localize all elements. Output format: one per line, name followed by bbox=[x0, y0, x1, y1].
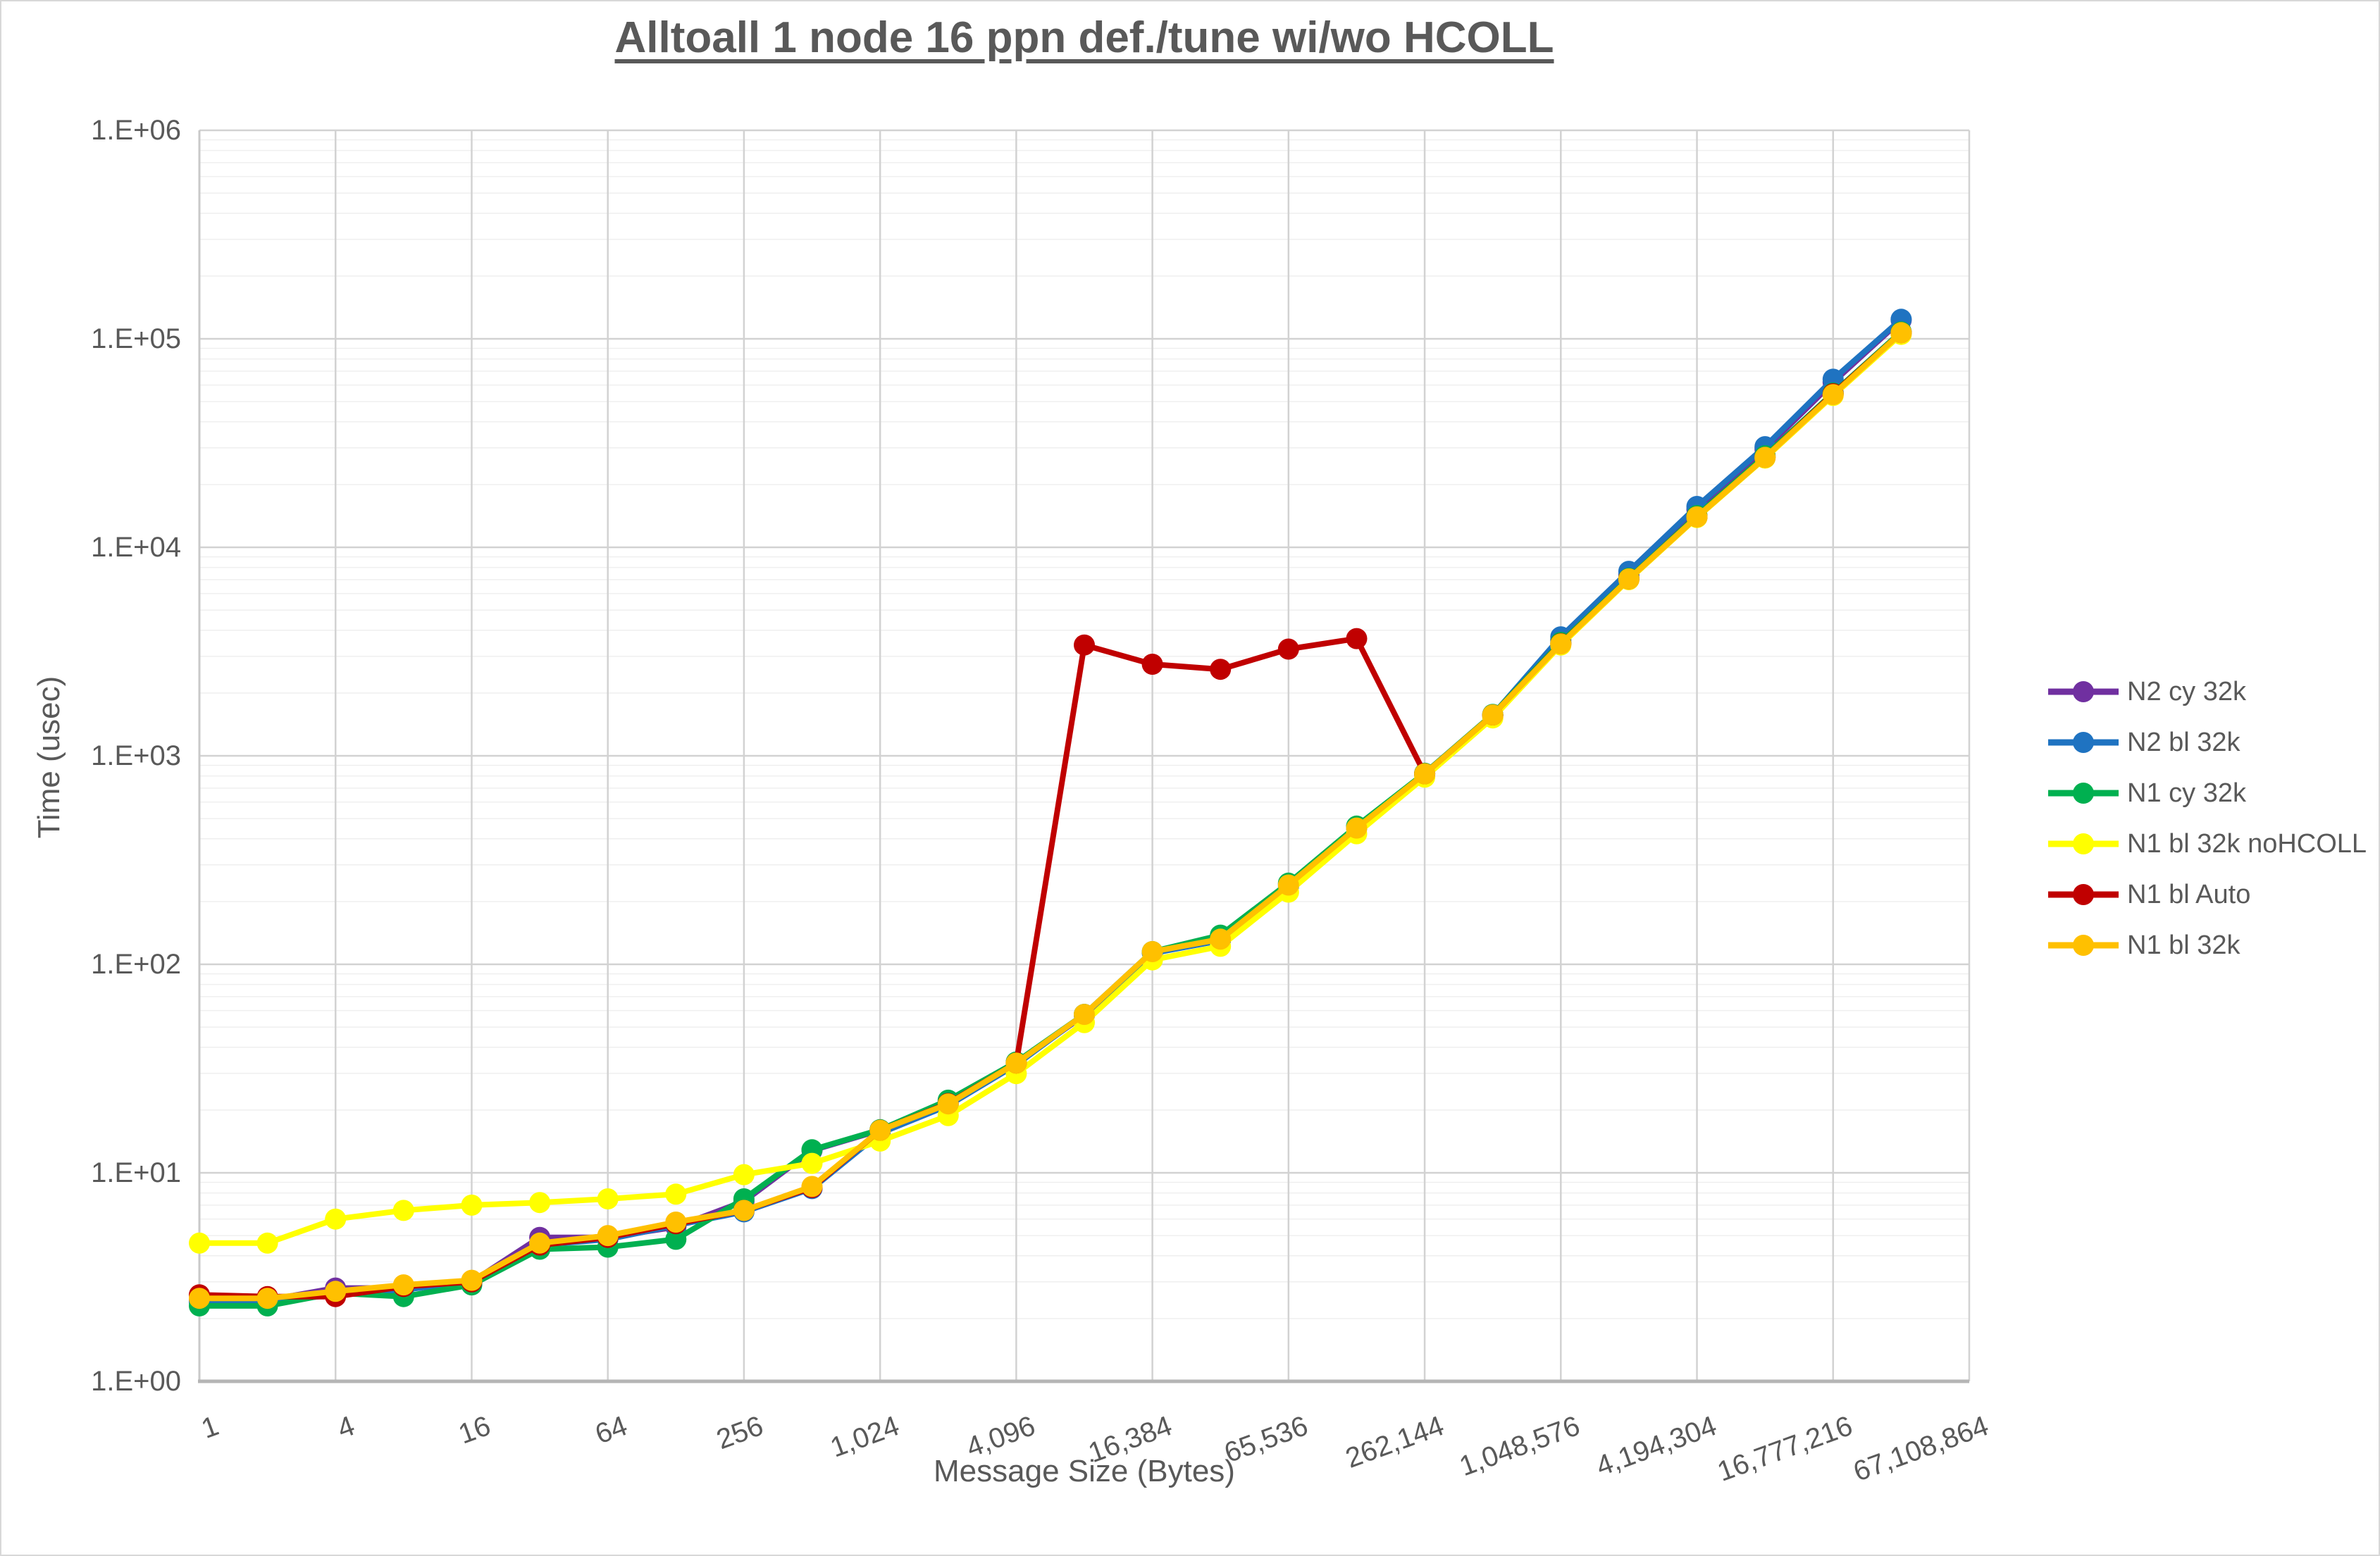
data-point-n1-bl-32k[interactable] bbox=[1822, 384, 1844, 406]
series-line-n2-bl-32k[interactable] bbox=[197, 316, 1904, 1305]
legend-label: N2 bl 32k bbox=[2127, 727, 2240, 757]
data-point-n1-bl-32k[interactable] bbox=[1074, 1004, 1095, 1026]
y-tick-label: 1.E+06 bbox=[91, 115, 181, 146]
series-line-n1-bl-32k[interactable] bbox=[197, 330, 1904, 1302]
data-point-n1-bl-32k[interactable] bbox=[801, 1176, 823, 1197]
legend-marker-icon bbox=[2048, 884, 2119, 905]
data-point-n1-bl-32k-nohcoll[interactable] bbox=[325, 1208, 347, 1230]
legend-item-n2-cy-32k[interactable]: N2 cy 32k bbox=[2048, 666, 2367, 717]
legend-marker-icon bbox=[2048, 833, 2119, 854]
data-point-n1-bl-auto[interactable] bbox=[1210, 659, 1232, 680]
y-tick-label: 1.E+05 bbox=[91, 323, 181, 354]
data-point-n1-bl-32k[interactable] bbox=[1277, 874, 1299, 896]
data-point-n1-bl-32k[interactable] bbox=[461, 1269, 483, 1291]
legend-item-n1-cy-32k[interactable]: N1 cy 32k bbox=[2048, 768, 2367, 819]
chart-legend: N2 cy 32k N2 bl 32k N1 cy 32k N1 bl 32k noH… bbox=[2048, 666, 2367, 971]
y-axis-title: Time (usec) bbox=[32, 676, 66, 839]
data-point-n1-bl-32k-nohcoll[interactable] bbox=[529, 1192, 551, 1214]
data-point-n1-bl-auto[interactable] bbox=[1074, 634, 1095, 656]
data-point-n1-bl-32k-nohcoll[interactable] bbox=[256, 1232, 278, 1254]
data-point-n1-bl-32k[interactable] bbox=[1618, 568, 1640, 590]
data-point-n1-bl-32k-nohcoll[interactable] bbox=[665, 1183, 687, 1205]
series-line-n1-bl-32k-nohcoll[interactable] bbox=[197, 331, 1904, 1246]
data-point-n1-bl-auto[interactable] bbox=[1141, 654, 1163, 675]
data-point-n1-bl-32k-nohcoll[interactable] bbox=[801, 1152, 823, 1174]
data-point-n1-bl-32k[interactable] bbox=[1890, 322, 1912, 344]
data-point-n1-bl-32k[interactable] bbox=[325, 1281, 347, 1302]
legend-marker-icon bbox=[2048, 935, 2119, 956]
data-point-n1-bl-32k[interactable] bbox=[733, 1200, 755, 1221]
data-point-n1-bl-32k[interactable] bbox=[1482, 704, 1504, 726]
data-point-n1-bl-32k[interactable] bbox=[869, 1119, 891, 1141]
data-point-n1-bl-32k-nohcoll[interactable] bbox=[189, 1232, 210, 1254]
data-point-n1-bl-32k[interactable] bbox=[1754, 447, 1776, 468]
legend-marker-icon bbox=[2048, 732, 2119, 753]
data-point-n1-bl-32k-nohcoll[interactable] bbox=[733, 1164, 755, 1185]
legend-label: N1 bl 32k bbox=[2127, 930, 2240, 960]
y-tick-label: 1.E+04 bbox=[91, 532, 181, 563]
series-line-n2-cy-32k[interactable] bbox=[197, 317, 1904, 1303]
data-point-n1-cy-32k[interactable] bbox=[665, 1228, 687, 1250]
data-point-n1-bl-auto[interactable] bbox=[1346, 628, 1368, 649]
data-point-n1-bl-32k[interactable] bbox=[937, 1093, 959, 1115]
data-point-n1-bl-32k[interactable] bbox=[529, 1232, 551, 1254]
legend-item-n1-bl-32k[interactable]: N1 bl 32k bbox=[2048, 920, 2367, 971]
legend-label: N1 bl 32k noHCOLL bbox=[2127, 828, 2367, 859]
y-tick-label: 1.E+03 bbox=[91, 740, 181, 771]
legend-item-n1-bl-32k-nohcoll[interactable]: N1 bl 32k noHCOLL bbox=[2048, 819, 2367, 869]
legend-marker-icon bbox=[2048, 783, 2119, 804]
data-point-n1-bl-auto[interactable] bbox=[1277, 638, 1299, 660]
data-point-n1-bl-32k[interactable] bbox=[1550, 633, 1572, 655]
data-point-n1-bl-32k[interactable] bbox=[1346, 817, 1368, 839]
series-line-n1-bl-auto[interactable] bbox=[197, 330, 1904, 1300]
data-point-n1-bl-32k-nohcoll[interactable] bbox=[597, 1188, 619, 1209]
data-point-n1-bl-32k[interactable] bbox=[392, 1274, 414, 1296]
data-point-n1-bl-32k[interactable] bbox=[189, 1288, 210, 1309]
y-tick-label: 1.E+02 bbox=[91, 949, 181, 980]
legend-item-n1-bl-auto[interactable]: N1 bl Auto bbox=[2048, 869, 2367, 920]
x-axis-title: Message Size (Bytes) bbox=[934, 1454, 1235, 1488]
legend-label: N2 cy 32k bbox=[2127, 676, 2246, 707]
data-point-n1-bl-32k[interactable] bbox=[1005, 1052, 1027, 1074]
data-point-n1-bl-32k[interactable] bbox=[665, 1212, 687, 1233]
data-point-n1-bl-32k-nohcoll[interactable] bbox=[461, 1194, 483, 1216]
legend-label: N1 cy 32k bbox=[2127, 778, 2246, 808]
legend-marker-icon bbox=[2048, 681, 2119, 702]
data-point-n1-bl-32k[interactable] bbox=[1414, 763, 1436, 785]
y-tick-label: 1.E+01 bbox=[91, 1157, 181, 1188]
chart-title: Alltoall 1 node 16 ppn def./tune wi/wo H… bbox=[614, 13, 1554, 62]
data-point-n1-bl-32k[interactable] bbox=[256, 1288, 278, 1309]
legend-label: N1 bl Auto bbox=[2127, 879, 2251, 909]
data-point-n1-bl-32k[interactable] bbox=[597, 1225, 619, 1247]
y-tick-label: 1.E+00 bbox=[91, 1366, 181, 1397]
data-point-n1-bl-32k-nohcoll[interactable] bbox=[392, 1200, 414, 1221]
legend-item-n2-bl-32k[interactable]: N2 bl 32k bbox=[2048, 717, 2367, 768]
data-point-n1-bl-32k[interactable] bbox=[1210, 928, 1232, 950]
data-point-n1-bl-32k[interactable] bbox=[1141, 941, 1163, 962]
data-point-n1-bl-32k[interactable] bbox=[1686, 506, 1708, 528]
